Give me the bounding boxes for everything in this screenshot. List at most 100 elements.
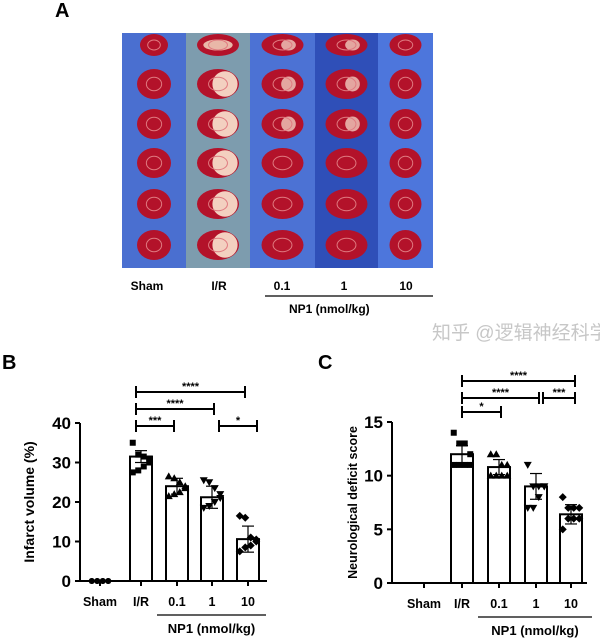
- data-point: [216, 495, 225, 503]
- data-point: [450, 429, 457, 436]
- bar-0.1: [487, 466, 511, 584]
- brain-slice: [325, 148, 368, 178]
- y-tick-label: 40: [52, 414, 71, 433]
- significance-label: ****: [492, 387, 510, 399]
- infarct-area: [281, 116, 296, 132]
- data-point: [129, 439, 136, 446]
- brain-slice: [137, 109, 171, 139]
- infarct-area: [345, 76, 360, 92]
- data-point: [564, 514, 573, 523]
- slice-detail: [208, 196, 228, 212]
- data-point: [135, 467, 142, 474]
- brain-slice: [137, 189, 171, 219]
- data-point: [205, 502, 214, 510]
- slice-detail: [145, 116, 163, 132]
- x-tick-label: 0.1: [490, 597, 507, 611]
- data-point: [486, 471, 495, 479]
- data-point: [558, 493, 567, 502]
- slice-detail: [272, 155, 293, 171]
- data-point: [210, 485, 219, 493]
- bar-I/R: [450, 453, 474, 585]
- data-point: [503, 471, 512, 479]
- panel-a-brain-slices: Sham I/R 0.1 1 10: [122, 33, 433, 297]
- brain-slice: [261, 230, 304, 260]
- data-point: [135, 451, 142, 458]
- brain-slice: [137, 69, 171, 99]
- data-point: [529, 504, 538, 512]
- slice-detail: [147, 39, 161, 51]
- data-point: [569, 514, 578, 523]
- significance-label: ***: [149, 415, 163, 427]
- significance-label: ****: [166, 398, 184, 410]
- data-point: [164, 472, 173, 480]
- data-point: [94, 578, 101, 584]
- slice-detail: [397, 39, 414, 51]
- slice-detail: [397, 76, 414, 92]
- data-point: [140, 463, 147, 470]
- brain-slice: [261, 189, 304, 219]
- group-label-0: Sham: [131, 279, 164, 293]
- data-point: [461, 440, 468, 447]
- significance-label: ***: [553, 387, 567, 399]
- brain-slice: [389, 109, 422, 139]
- data-point: [175, 478, 184, 486]
- panel-c-letter: C: [318, 352, 333, 374]
- data-point: [241, 543, 250, 552]
- slice-detail: [397, 237, 414, 253]
- data-point: [164, 492, 173, 500]
- brain-slice: [325, 189, 368, 219]
- watermark: 知乎 @逻辑神经科学: [432, 323, 600, 344]
- data-point: [486, 450, 495, 458]
- panel-a-dose-label: NP1 (nmol/kg): [289, 302, 370, 316]
- x-tick-label: 1: [209, 595, 216, 609]
- data-point: [146, 459, 153, 466]
- data-point: [170, 474, 179, 482]
- data-point: [216, 491, 225, 499]
- data-point: [492, 471, 501, 479]
- data-point: [456, 461, 463, 468]
- slice-detail: [336, 39, 357, 51]
- x-tick-label: 1: [533, 597, 540, 611]
- slice-detail: [208, 116, 228, 132]
- y-tick-label: 20: [52, 493, 71, 512]
- slice-detail: [145, 196, 163, 212]
- data-point: [467, 451, 474, 458]
- brain-slice: [325, 230, 368, 260]
- panel-b-letter: B: [2, 352, 17, 374]
- x-tick-label: Sham: [83, 595, 117, 609]
- infarct-area: [345, 116, 360, 132]
- data-point: [175, 488, 184, 496]
- infarct-area: [281, 76, 296, 92]
- data-point: [461, 461, 468, 468]
- significance-label: ****: [182, 381, 200, 393]
- data-point: [205, 479, 214, 487]
- group-label-1: I/R: [211, 279, 227, 293]
- y-tick-label: 10: [364, 467, 383, 486]
- brain-slice: [137, 148, 171, 178]
- slice-detail: [208, 237, 228, 253]
- slice-detail: [336, 155, 357, 171]
- brain-slice: [389, 230, 422, 260]
- data-point: [181, 484, 190, 492]
- data-point: [140, 453, 147, 460]
- data-point: [199, 504, 208, 512]
- y-axis-label: Neurological deficit score: [346, 426, 360, 579]
- x-tick-label: 0.1: [168, 595, 185, 609]
- brain-slice: [140, 34, 168, 56]
- data-point: [105, 578, 112, 584]
- x-tick-label: Sham: [407, 597, 441, 611]
- infarct-area: [345, 39, 360, 51]
- data-point: [497, 471, 506, 479]
- slice-detail: [397, 116, 414, 132]
- data-point: [523, 504, 532, 512]
- data-point: [235, 547, 244, 556]
- data-point: [492, 450, 501, 458]
- slice-detail: [272, 116, 293, 132]
- y-tick-label: 15: [364, 413, 383, 432]
- x-tick-label: 10: [564, 597, 578, 611]
- data-point: [467, 461, 474, 468]
- brain-slice: [389, 34, 422, 56]
- brain-slice: [261, 148, 304, 178]
- data-point: [99, 578, 106, 584]
